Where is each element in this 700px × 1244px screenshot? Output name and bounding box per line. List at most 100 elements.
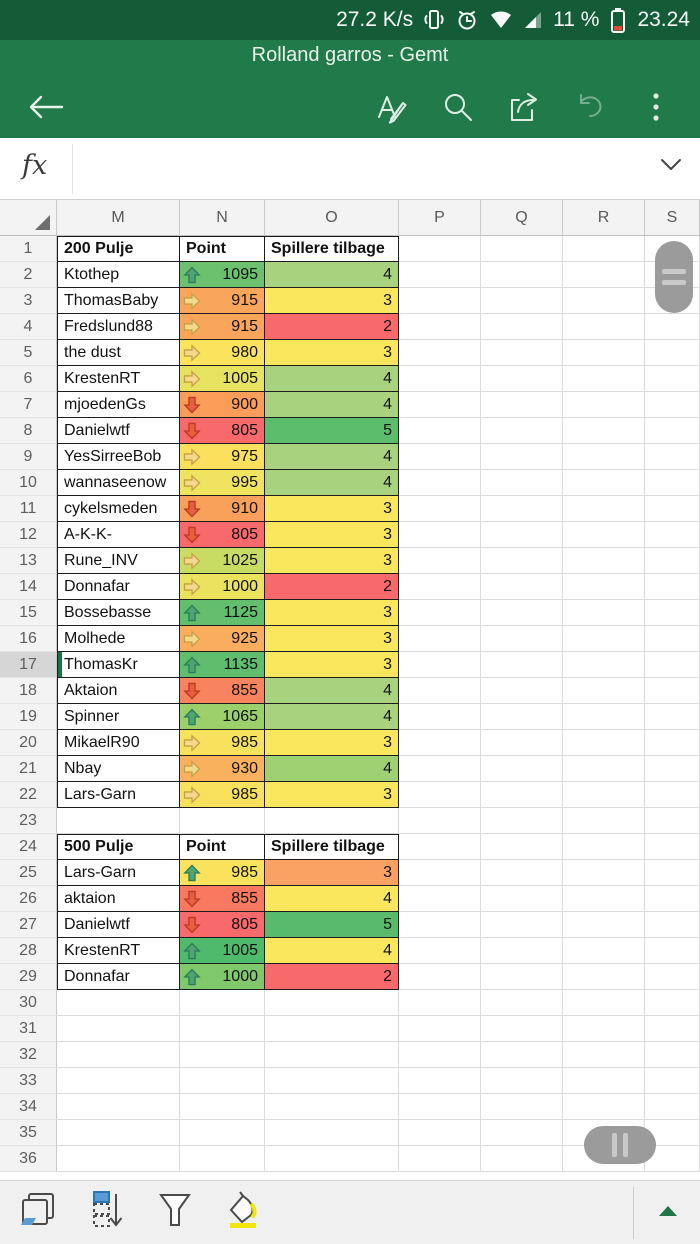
cell-R8[interactable]	[563, 418, 645, 444]
cell-N35[interactable]	[180, 1120, 265, 1146]
cell-Q35[interactable]	[481, 1120, 563, 1146]
cell-M27[interactable]: Danielwtf	[57, 912, 180, 938]
cell-P21[interactable]	[399, 756, 481, 782]
cell-P24[interactable]	[399, 834, 481, 860]
cell-R26[interactable]	[563, 886, 645, 912]
row-header-18[interactable]: 18	[0, 678, 57, 704]
cell-O6[interactable]: 4	[265, 366, 399, 392]
cell-M32[interactable]	[57, 1042, 180, 1068]
cell-S11[interactable]	[645, 496, 700, 522]
cell-N30[interactable]	[180, 990, 265, 1016]
row-header-20[interactable]: 20	[0, 730, 57, 756]
formula-bar[interactable]: fx	[0, 138, 700, 200]
cell-Q16[interactable]	[481, 626, 563, 652]
cell-S17[interactable]	[645, 652, 700, 678]
cell-M29[interactable]: Donnafar	[57, 964, 180, 990]
cell-P4[interactable]	[399, 314, 481, 340]
cell-M3[interactable]: ThomasBaby	[57, 288, 180, 314]
cell-P18[interactable]	[399, 678, 481, 704]
fill-color-button[interactable]	[214, 1186, 272, 1240]
cell-N3[interactable]: 915	[180, 288, 265, 314]
cell-Q5[interactable]	[481, 340, 563, 366]
cell-O25[interactable]: 3	[265, 860, 399, 886]
row-header-16[interactable]: 16	[0, 626, 57, 652]
row-header-23[interactable]: 23	[0, 808, 57, 834]
cell-M16[interactable]: Molhede	[57, 626, 180, 652]
cell-O27[interactable]: 5	[265, 912, 399, 938]
column-header-R[interactable]: R	[563, 200, 645, 236]
cell-P12[interactable]	[399, 522, 481, 548]
cell-R2[interactable]	[563, 262, 645, 288]
cell-P35[interactable]	[399, 1120, 481, 1146]
row-header-8[interactable]: 8	[0, 418, 57, 444]
cell-O4[interactable]: 2	[265, 314, 399, 340]
cell-S4[interactable]	[645, 314, 700, 340]
row-header-11[interactable]: 11	[0, 496, 57, 522]
cell-N22[interactable]: 985	[180, 782, 265, 808]
cell-Q15[interactable]	[481, 600, 563, 626]
cell-O23[interactable]	[265, 808, 399, 834]
cell-M7[interactable]: mjoedenGs	[57, 392, 180, 418]
cell-M5[interactable]: the dust	[57, 340, 180, 366]
cell-O29[interactable]: 2	[265, 964, 399, 990]
cell-R19[interactable]	[563, 704, 645, 730]
cell-Q28[interactable]	[481, 938, 563, 964]
cell-P32[interactable]	[399, 1042, 481, 1068]
cell-N20[interactable]: 985	[180, 730, 265, 756]
cell-N34[interactable]	[180, 1094, 265, 1120]
cell-R24[interactable]	[563, 834, 645, 860]
cell-P20[interactable]	[399, 730, 481, 756]
row-header-14[interactable]: 14	[0, 574, 57, 600]
cell-O7[interactable]: 4	[265, 392, 399, 418]
cell-S32[interactable]	[645, 1042, 700, 1068]
cell-M25[interactable]: Lars-Garn	[57, 860, 180, 886]
cell-P27[interactable]	[399, 912, 481, 938]
cell-N32[interactable]	[180, 1042, 265, 1068]
horizontal-scroll-handle[interactable]	[584, 1126, 656, 1164]
cell-O9[interactable]: 4	[265, 444, 399, 470]
cell-S29[interactable]	[645, 964, 700, 990]
cell-M36[interactable]	[57, 1146, 180, 1172]
cell-N9[interactable]: 975	[180, 444, 265, 470]
cell-P33[interactable]	[399, 1068, 481, 1094]
column-header-S[interactable]: S	[645, 200, 700, 236]
cell-Q23[interactable]	[481, 808, 563, 834]
cell-S16[interactable]	[645, 626, 700, 652]
row-header-3[interactable]: 3	[0, 288, 57, 314]
cell-R14[interactable]	[563, 574, 645, 600]
cell-S7[interactable]	[645, 392, 700, 418]
row-header-7[interactable]: 7	[0, 392, 57, 418]
cell-M19[interactable]: Spinner	[57, 704, 180, 730]
cell-O30[interactable]	[265, 990, 399, 1016]
row-header-4[interactable]: 4	[0, 314, 57, 340]
cell-P30[interactable]	[399, 990, 481, 1016]
cell-N19[interactable]: 1065	[180, 704, 265, 730]
row-header-6[interactable]: 6	[0, 366, 57, 392]
column-header-Q[interactable]: Q	[481, 200, 563, 236]
cell-P17[interactable]	[399, 652, 481, 678]
column-header-O[interactable]: O	[265, 200, 399, 236]
cell-M31[interactable]	[57, 1016, 180, 1042]
cell-N2[interactable]: 1095	[180, 262, 265, 288]
cell-M13[interactable]: Rune_INV	[57, 548, 180, 574]
cell-N29[interactable]: 1000	[180, 964, 265, 990]
cell-Q34[interactable]	[481, 1094, 563, 1120]
cell-S27[interactable]	[645, 912, 700, 938]
row-header-15[interactable]: 15	[0, 600, 57, 626]
cell-M4[interactable]: Fredslund88	[57, 314, 180, 340]
cell-P2[interactable]	[399, 262, 481, 288]
cell-P29[interactable]	[399, 964, 481, 990]
cell-S14[interactable]	[645, 574, 700, 600]
cell-M14[interactable]: Donnafar	[57, 574, 180, 600]
cell-R20[interactable]	[563, 730, 645, 756]
cell-R32[interactable]	[563, 1042, 645, 1068]
cell-S20[interactable]	[645, 730, 700, 756]
cell-M20[interactable]: MikaelR90	[57, 730, 180, 756]
column-header-M[interactable]: M	[57, 200, 180, 236]
row-header-24[interactable]: 24	[0, 834, 57, 860]
cell-O31[interactable]	[265, 1016, 399, 1042]
cell-P6[interactable]	[399, 366, 481, 392]
cell-O32[interactable]	[265, 1042, 399, 1068]
cell-M9[interactable]: YesSirreeBob	[57, 444, 180, 470]
cell-M6[interactable]: KrestenRT	[57, 366, 180, 392]
